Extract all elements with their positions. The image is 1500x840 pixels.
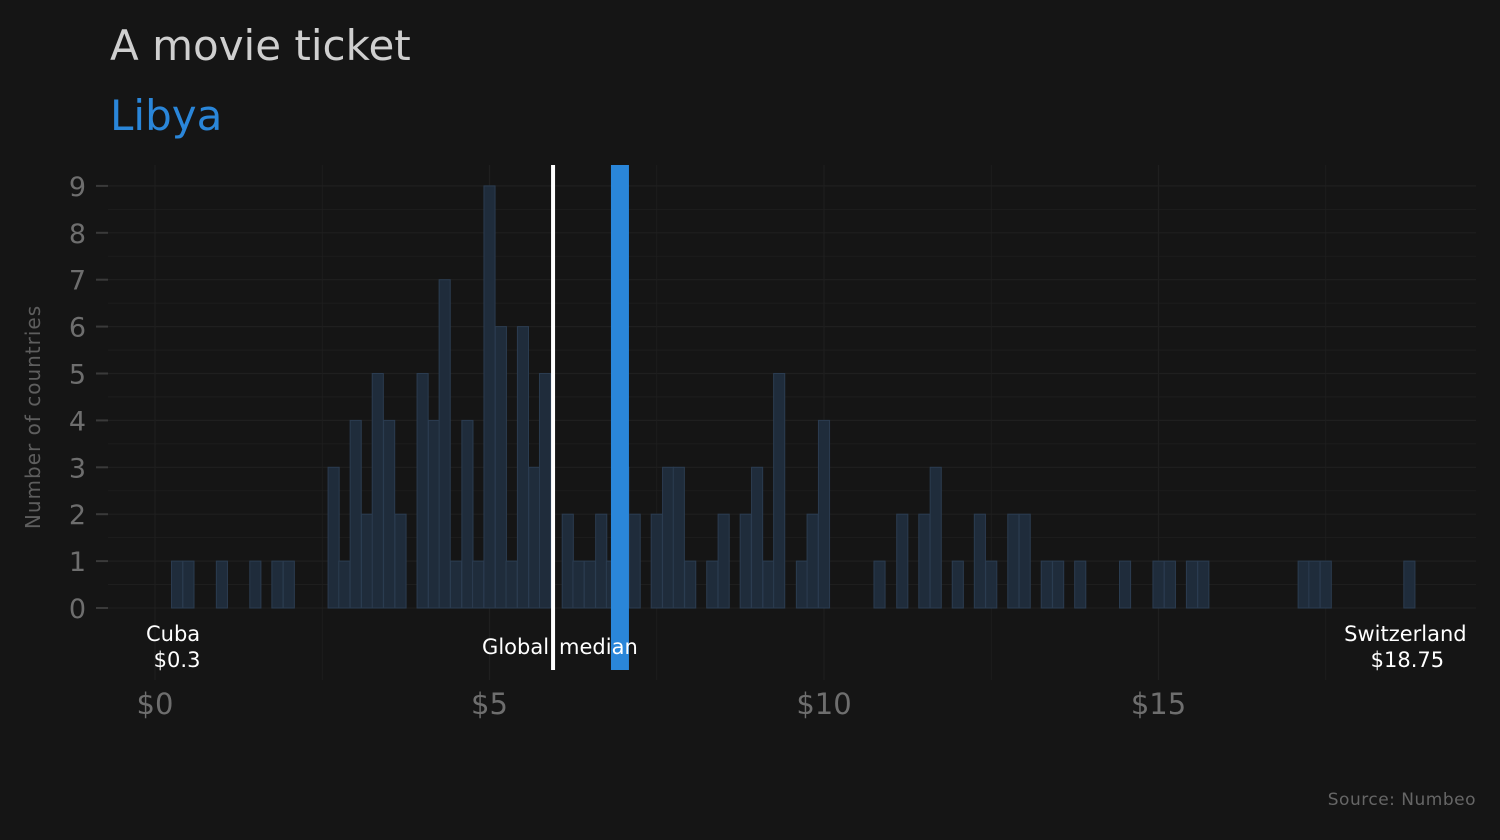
histogram-bar bbox=[583, 560, 596, 609]
histogram-bar bbox=[973, 513, 986, 609]
histogram-bar bbox=[215, 560, 228, 609]
x-tick-label: $10 bbox=[796, 687, 851, 721]
histogram-bar bbox=[416, 373, 429, 609]
histogram-bar bbox=[873, 560, 886, 609]
histogram-bar bbox=[572, 560, 585, 609]
histogram-bar bbox=[806, 513, 819, 609]
grid-lines bbox=[108, 165, 1476, 680]
histogram-bar bbox=[739, 513, 752, 609]
y-tick-label: 7 bbox=[69, 266, 86, 297]
y-tick-label: 9 bbox=[69, 172, 86, 203]
histogram-bar bbox=[1297, 560, 1310, 609]
annotation-max-country: Switzerland bbox=[1344, 622, 1467, 646]
histogram-bar bbox=[1018, 513, 1031, 609]
histogram-bar bbox=[1052, 560, 1065, 609]
histogram-bar bbox=[1118, 560, 1132, 609]
histogram-bar bbox=[561, 513, 574, 609]
histogram-bar bbox=[1152, 560, 1165, 609]
histogram-bar bbox=[338, 560, 351, 609]
annotation-min-value: $0.3 bbox=[154, 648, 201, 672]
histogram-bar bbox=[1403, 560, 1416, 609]
global-median-line bbox=[551, 165, 556, 670]
histogram-bar bbox=[361, 513, 374, 609]
histogram-bar bbox=[751, 466, 764, 609]
histogram-bar bbox=[985, 560, 998, 609]
histogram-bar bbox=[717, 513, 730, 609]
x-tick-label: $0 bbox=[137, 687, 174, 721]
source-note: Source: Numbeo bbox=[1328, 790, 1476, 810]
histogram-bar bbox=[1040, 560, 1053, 609]
histogram-bar bbox=[505, 560, 518, 609]
histogram-bar bbox=[494, 326, 507, 609]
y-axis-label: Number of countries bbox=[21, 305, 45, 529]
histogram-bar bbox=[461, 419, 474, 609]
x-tick-label: $5 bbox=[471, 687, 508, 721]
histogram-bar bbox=[472, 560, 485, 609]
histogram-bar bbox=[249, 560, 262, 609]
annotation-max-value: $18.75 bbox=[1371, 648, 1444, 672]
histogram-bar bbox=[1319, 560, 1332, 609]
y-tick-label: 0 bbox=[69, 594, 86, 625]
histogram-bar bbox=[628, 513, 641, 609]
histogram-bar bbox=[684, 560, 697, 609]
histogram-bar bbox=[1185, 560, 1199, 609]
histogram-bar bbox=[595, 513, 608, 609]
histogram-bar bbox=[1007, 513, 1020, 609]
y-tick-label: 1 bbox=[69, 547, 86, 578]
median-label-right: median bbox=[559, 635, 638, 659]
histogram-bar bbox=[650, 513, 663, 609]
chart-title: A movie ticket bbox=[110, 21, 411, 70]
histogram-bar bbox=[795, 560, 808, 609]
histogram-bar bbox=[394, 513, 407, 609]
histogram-bar bbox=[706, 560, 719, 609]
histogram-bar bbox=[672, 466, 685, 609]
histogram-bar bbox=[1197, 560, 1210, 609]
histogram-bar bbox=[383, 419, 396, 609]
histogram-bar bbox=[896, 513, 909, 609]
highlight-band-libya bbox=[610, 165, 629, 670]
histogram-bars bbox=[171, 185, 1416, 609]
histogram-bar bbox=[427, 419, 441, 609]
histogram-bar bbox=[438, 279, 451, 609]
histogram-bar bbox=[282, 560, 295, 609]
histogram-bar bbox=[662, 466, 675, 609]
y-tick-label: 5 bbox=[69, 360, 86, 391]
histogram-bar bbox=[773, 373, 786, 609]
histogram-bar bbox=[349, 419, 362, 609]
y-axis-ticks: 0 1 2 3 4 5 6 7 8 9 bbox=[69, 172, 108, 625]
annotation-min-country: Cuba bbox=[146, 622, 200, 646]
y-tick-label: 8 bbox=[69, 219, 86, 250]
histogram-bar bbox=[1308, 560, 1321, 609]
histogram-bar bbox=[762, 560, 775, 609]
histogram-bar bbox=[327, 466, 340, 609]
histogram-bar bbox=[182, 560, 195, 609]
histogram-bar bbox=[171, 560, 184, 609]
histogram-bar bbox=[371, 373, 384, 609]
histogram-bar bbox=[817, 419, 831, 609]
y-tick-label: 4 bbox=[69, 406, 86, 437]
histogram-bar bbox=[449, 560, 463, 609]
histogram-bar bbox=[483, 185, 496, 609]
histogram-bar bbox=[929, 466, 942, 609]
histogram-bar bbox=[1074, 560, 1087, 609]
x-tick-label: $15 bbox=[1131, 687, 1186, 721]
histogram-bar bbox=[951, 560, 964, 609]
histogram-bar bbox=[516, 326, 530, 609]
y-tick-label: 2 bbox=[69, 500, 86, 531]
y-tick-label: 3 bbox=[69, 453, 86, 484]
histogram-bar bbox=[1163, 560, 1176, 609]
y-tick-label: 6 bbox=[69, 313, 86, 344]
chart-subtitle: Libya bbox=[110, 91, 222, 140]
x-axis-ticks: $0 $5 $10 $15 bbox=[137, 687, 1187, 721]
median-label-left: Global bbox=[482, 635, 549, 659]
histogram-bar bbox=[528, 466, 541, 609]
histogram-bar bbox=[271, 560, 284, 609]
histogram-bar bbox=[538, 373, 552, 609]
histogram-bar bbox=[918, 513, 931, 609]
